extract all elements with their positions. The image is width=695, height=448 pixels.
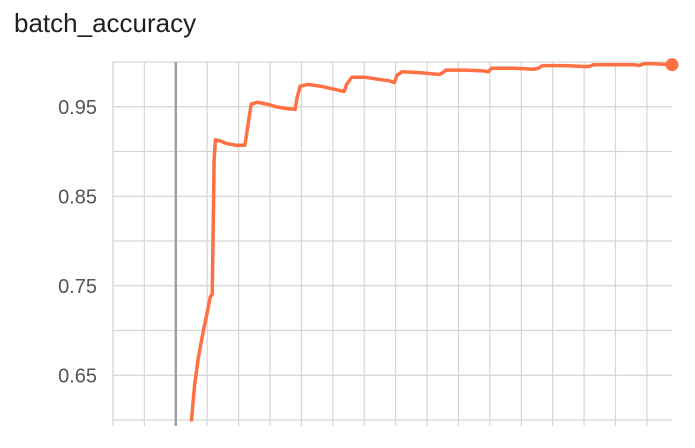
- series-end-point: [665, 58, 679, 72]
- series-line: [189, 62, 674, 422]
- y-tick-label: 0.65: [58, 365, 97, 387]
- y-tick-label: 0.85: [58, 186, 97, 208]
- chart-title: batch_accuracy: [14, 8, 197, 38]
- y-tick-label: 0.75: [58, 276, 97, 298]
- y-tick-label: 0.95: [58, 97, 97, 119]
